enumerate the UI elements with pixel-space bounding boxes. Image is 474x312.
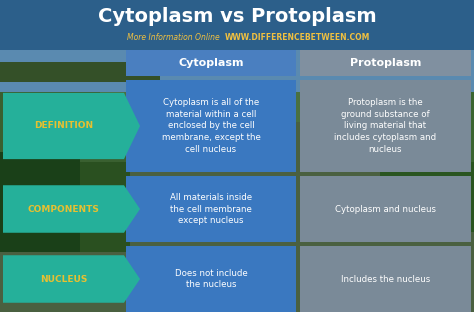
FancyBboxPatch shape [300,80,471,172]
FancyBboxPatch shape [150,92,350,122]
FancyBboxPatch shape [0,92,180,162]
Text: Cytoplasm: Cytoplasm [178,58,244,68]
FancyBboxPatch shape [100,92,220,132]
FancyBboxPatch shape [0,0,474,92]
Text: COMPONENTS: COMPONENTS [27,204,100,213]
FancyBboxPatch shape [126,50,296,76]
FancyBboxPatch shape [300,246,471,312]
Text: Protoplasm is the
ground substance of
living material that
includes cytoplasm an: Protoplasm is the ground substance of li… [335,98,437,154]
FancyBboxPatch shape [0,0,474,50]
FancyBboxPatch shape [0,92,130,252]
Polygon shape [3,93,140,159]
Text: Cytoplasm is all of the
material within a cell
enclosed by the cell
membrane, ex: Cytoplasm is all of the material within … [162,98,260,154]
Text: Cytoplasm and nucleus: Cytoplasm and nucleus [335,204,436,213]
Text: Does not include
the nucleus: Does not include the nucleus [174,269,247,290]
Polygon shape [3,255,140,303]
FancyBboxPatch shape [0,152,80,252]
FancyBboxPatch shape [0,62,160,82]
Text: Includes the nucleus: Includes the nucleus [341,275,430,284]
Text: DEFINITION: DEFINITION [34,121,93,130]
Text: Cytoplasm vs Protoplasm: Cytoplasm vs Protoplasm [98,7,376,27]
Polygon shape [3,185,140,233]
FancyBboxPatch shape [126,176,296,242]
Text: WWW.DIFFERENCEBETWEEN.COM: WWW.DIFFERENCEBETWEEN.COM [225,32,370,41]
FancyBboxPatch shape [300,50,471,76]
FancyBboxPatch shape [350,92,474,162]
FancyBboxPatch shape [380,92,474,232]
FancyBboxPatch shape [126,80,296,172]
Text: NUCLEUS: NUCLEUS [40,275,87,284]
FancyBboxPatch shape [126,246,296,312]
Text: All materials inside
the cell membrane
except nucleus: All materials inside the cell membrane e… [170,193,252,225]
Text: More Information Online: More Information Online [127,32,220,41]
FancyBboxPatch shape [300,176,471,242]
Text: Protoplasm: Protoplasm [350,58,421,68]
